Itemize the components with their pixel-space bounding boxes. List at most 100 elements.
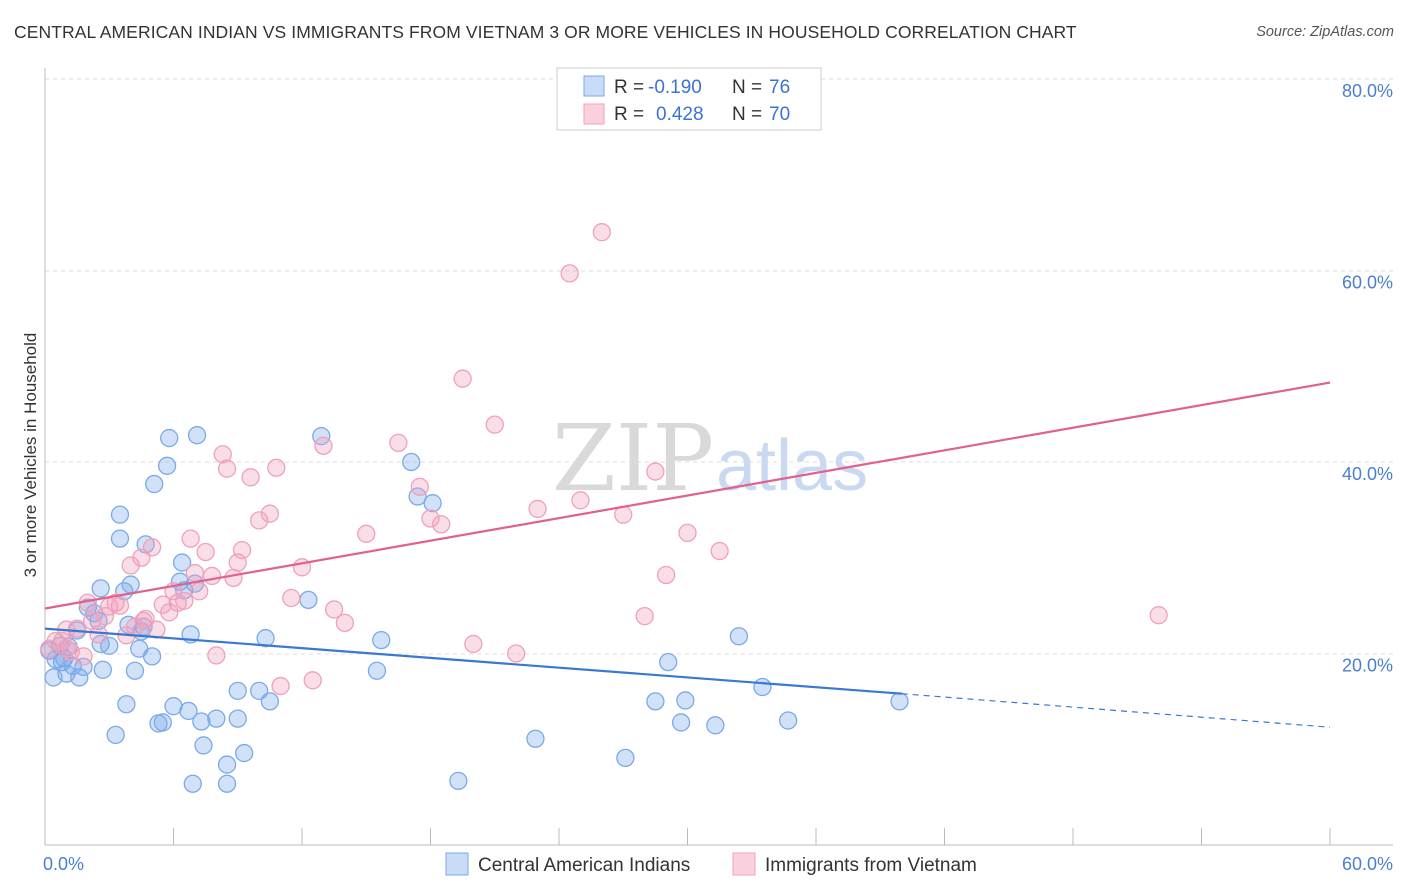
trend-line-extension — [901, 693, 1331, 728]
series-legend: Central American Indians Immigrants from… — [445, 852, 977, 876]
legend-r-value: 0.428 — [656, 104, 704, 125]
watermark-zip: ZIP — [552, 405, 714, 512]
data-point — [179, 701, 198, 721]
data-point — [157, 456, 177, 475]
data-point — [142, 647, 162, 666]
data-point — [145, 474, 164, 494]
data-point — [560, 264, 579, 283]
data-point — [207, 646, 226, 665]
data-point — [571, 491, 590, 510]
data-point — [485, 415, 504, 434]
x-tick-label: 0.0% — [43, 854, 84, 874]
data-point — [190, 582, 209, 601]
data-point — [192, 712, 211, 731]
data-point — [217, 755, 237, 774]
legend-r-value: -0.190 — [648, 77, 702, 98]
data-point — [207, 709, 226, 728]
data-point — [676, 691, 695, 710]
data-point — [616, 748, 635, 768]
trend-lines — [44, 381, 1331, 728]
data-point — [110, 596, 130, 615]
data-point — [635, 607, 654, 626]
data-point — [228, 681, 247, 700]
data-point — [303, 671, 322, 690]
legend-n-value: 76 — [769, 77, 790, 98]
data-point — [335, 613, 354, 633]
data-point — [449, 771, 468, 790]
data-point — [423, 494, 442, 513]
data-point — [185, 563, 205, 583]
data-point — [367, 661, 387, 680]
data-point — [194, 736, 213, 755]
data-point — [142, 538, 162, 557]
legend-n-label: N = — [732, 104, 762, 125]
data-point — [93, 660, 112, 679]
data-point — [168, 593, 187, 612]
data-point — [235, 743, 254, 763]
data-point — [271, 676, 290, 696]
data-point — [729, 627, 749, 646]
chart-title: CENTRAL AMERICAN INDIAN VS IMMIGRANTS FR… — [14, 22, 1077, 42]
trend-line — [44, 381, 1331, 610]
data-point — [74, 647, 93, 666]
data-point — [260, 504, 280, 523]
data-point — [267, 458, 286, 477]
stats-legend: R = -0.190 N = 76 R = 0.428 N = 70 — [556, 67, 822, 131]
data-point — [187, 426, 207, 445]
data-point — [74, 657, 93, 677]
legend-swatch-blue — [583, 75, 605, 97]
legend-r-label: R = — [614, 104, 644, 125]
data-point — [592, 223, 611, 242]
data-point — [100, 636, 119, 655]
data-point — [528, 499, 547, 519]
data-point — [421, 509, 440, 528]
data-point — [183, 774, 202, 793]
legend-label-central-american-indians: Central American Indians — [478, 855, 690, 876]
data-point — [106, 725, 125, 745]
data-point — [202, 566, 222, 586]
data-point — [671, 713, 691, 732]
data-point — [172, 553, 192, 572]
data-point — [507, 644, 526, 663]
data-point — [314, 436, 333, 455]
data-point — [153, 713, 172, 732]
data-point — [117, 695, 136, 714]
data-point — [110, 505, 130, 524]
legend-n-value: 70 — [769, 104, 790, 125]
data-point — [224, 568, 243, 588]
x-tick-labels: 0.0% 60.0% — [43, 854, 1393, 874]
data-point — [67, 619, 87, 638]
data-point — [181, 529, 200, 548]
data-point — [656, 565, 676, 585]
data-point — [196, 542, 215, 562]
watermark: ZIP atlas — [552, 405, 868, 512]
data-point — [250, 511, 269, 530]
y-tick-label: 80.0% — [1342, 81, 1393, 101]
legend-swatch-pink — [583, 103, 605, 125]
data-point — [372, 630, 391, 650]
data-point — [260, 692, 280, 711]
data-point — [678, 523, 697, 543]
y-tick-labels: 20.0% 40.0% 60.0% 80.0% — [1342, 81, 1393, 676]
data-point — [160, 428, 179, 448]
legend-swatch-pink — [732, 852, 756, 876]
legend-swatch-blue — [445, 852, 469, 876]
axes — [44, 68, 1393, 846]
data-point — [57, 639, 76, 658]
data-point — [526, 729, 545, 748]
data-point — [217, 774, 237, 793]
chart-source: Source: ZipAtlas.com — [1256, 24, 1394, 40]
data-point — [1149, 606, 1168, 625]
data-point — [753, 677, 772, 697]
series-immigrants-from-vietnam — [40, 223, 1168, 696]
data-point — [228, 709, 247, 728]
data-point — [232, 540, 252, 560]
data-point — [402, 452, 421, 472]
trend-line — [44, 627, 902, 695]
data-point — [282, 588, 301, 608]
data-point — [890, 692, 909, 711]
y-tick-label: 60.0% — [1342, 273, 1393, 293]
data-point — [324, 600, 344, 619]
data-point — [659, 652, 678, 672]
data-point — [779, 711, 798, 730]
